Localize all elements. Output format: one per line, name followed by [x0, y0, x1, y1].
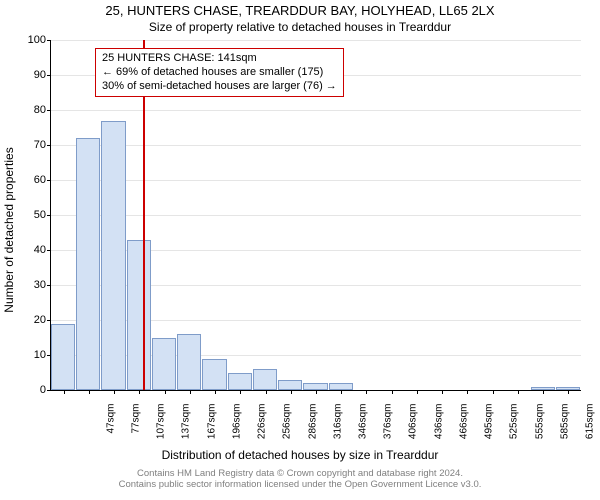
y-tick-mark: [47, 40, 51, 41]
x-tick-mark: [240, 390, 241, 394]
y-tick-label: 70: [16, 139, 46, 151]
y-tick-mark: [47, 110, 51, 111]
x-tick-label: 525sqm: [509, 404, 520, 454]
x-tick-mark: [291, 390, 292, 394]
x-tick-mark: [392, 390, 393, 394]
x-tick-label: 256sqm: [282, 404, 293, 454]
bar: [202, 359, 226, 391]
y-tick-mark: [47, 180, 51, 181]
gridline: [51, 145, 581, 146]
y-tick-mark: [47, 250, 51, 251]
y-tick-mark: [47, 320, 51, 321]
x-tick-mark: [543, 390, 544, 394]
y-tick-label: 0: [16, 384, 46, 396]
bar: [228, 373, 252, 391]
x-tick-label: 436sqm: [433, 404, 444, 454]
x-tick-label: 167sqm: [206, 404, 217, 454]
x-tick-label: 226sqm: [257, 404, 268, 454]
x-tick-mark: [568, 390, 569, 394]
chart-title: 25, HUNTERS CHASE, TREARDDUR BAY, HOLYHE…: [0, 4, 600, 18]
x-tick-mark: [165, 390, 166, 394]
x-tick-label: 346sqm: [358, 404, 369, 454]
y-tick-label: 20: [16, 314, 46, 326]
x-tick-mark: [366, 390, 367, 394]
y-tick-mark: [47, 285, 51, 286]
y-tick-label: 100: [16, 34, 46, 46]
x-tick-mark: [215, 390, 216, 394]
x-tick-mark: [467, 390, 468, 394]
x-tick-label: 107sqm: [156, 404, 167, 454]
x-tick-label: 77sqm: [130, 404, 141, 454]
gridline: [51, 180, 581, 181]
y-tick-mark: [47, 145, 51, 146]
y-tick-label: 30: [16, 279, 46, 291]
y-tick-label: 80: [16, 104, 46, 116]
x-tick-mark: [64, 390, 65, 394]
y-tick-mark: [47, 215, 51, 216]
x-tick-mark: [89, 390, 90, 394]
x-tick-mark: [266, 390, 267, 394]
annotation-line2: ← 69% of detached houses are smaller (17…: [102, 66, 323, 78]
y-tick-mark: [47, 75, 51, 76]
gridline: [51, 110, 581, 111]
annotation-box: 25 HUNTERS CHASE: 141sqm ← 69% of detache…: [95, 48, 344, 97]
x-tick-label: 495sqm: [484, 404, 495, 454]
bar: [278, 380, 302, 391]
bar: [127, 240, 151, 391]
x-tick-label: 137sqm: [181, 404, 192, 454]
bar: [329, 383, 353, 390]
x-tick-label: 376sqm: [383, 404, 394, 454]
annotation-line1: 25 HUNTERS CHASE: 141sqm: [102, 52, 257, 64]
x-tick-mark: [442, 390, 443, 394]
plot-area: 010203040506070809010047sqm77sqm107sqm13…: [50, 40, 581, 391]
bar: [253, 369, 277, 390]
y-tick-mark: [47, 390, 51, 391]
x-tick-label: 47sqm: [105, 404, 116, 454]
y-tick-label: 10: [16, 349, 46, 361]
x-tick-mark: [518, 390, 519, 394]
x-tick-label: 555sqm: [534, 404, 545, 454]
x-tick-mark: [417, 390, 418, 394]
bar: [303, 383, 327, 390]
x-tick-mark: [316, 390, 317, 394]
copyright-text: Contains HM Land Registry data © Crown c…: [0, 468, 600, 491]
y-tick-label: 90: [16, 69, 46, 81]
x-tick-label: 316sqm: [332, 404, 343, 454]
bar: [101, 121, 125, 391]
x-tick-label: 196sqm: [231, 404, 242, 454]
x-tick-mark: [139, 390, 140, 394]
bar: [51, 324, 75, 391]
chart-subtitle: Size of property relative to detached ho…: [0, 20, 600, 34]
annotation-line3: 30% of semi-detached houses are larger (…: [102, 80, 337, 92]
bar: [152, 338, 176, 391]
y-tick-label: 60: [16, 174, 46, 186]
x-tick-mark: [341, 390, 342, 394]
x-tick-label: 615sqm: [585, 404, 596, 454]
gridline: [51, 215, 581, 216]
x-tick-mark: [493, 390, 494, 394]
x-axis-label: Distribution of detached houses by size …: [0, 448, 600, 462]
x-tick-label: 585sqm: [559, 404, 570, 454]
y-axis-label: Number of detached properties: [2, 65, 16, 230]
bar: [177, 334, 201, 390]
gridline: [51, 40, 581, 41]
x-tick-mark: [114, 390, 115, 394]
x-tick-label: 466sqm: [458, 404, 469, 454]
x-tick-mark: [190, 390, 191, 394]
x-tick-label: 406sqm: [408, 404, 419, 454]
x-tick-label: 286sqm: [307, 404, 318, 454]
bar: [76, 138, 100, 390]
y-tick-label: 40: [16, 244, 46, 256]
y-tick-label: 50: [16, 209, 46, 221]
